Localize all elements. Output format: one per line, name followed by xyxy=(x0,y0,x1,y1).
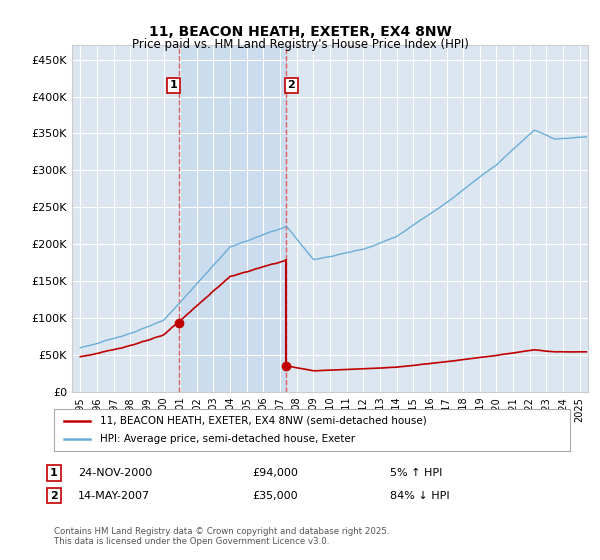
Text: £35,000: £35,000 xyxy=(252,491,298,501)
Text: 2: 2 xyxy=(50,491,58,501)
Text: Price paid vs. HM Land Registry's House Price Index (HPI): Price paid vs. HM Land Registry's House … xyxy=(131,38,469,51)
Text: Contains HM Land Registry data © Crown copyright and database right 2025.
This d: Contains HM Land Registry data © Crown c… xyxy=(54,526,389,546)
Bar xyxy=(179,45,286,392)
Text: 5% ↑ HPI: 5% ↑ HPI xyxy=(390,468,442,478)
Text: 1: 1 xyxy=(170,81,178,90)
Text: 14-MAY-2007: 14-MAY-2007 xyxy=(78,491,150,501)
Text: 1: 1 xyxy=(50,468,58,478)
Text: 11, BEACON HEATH, EXETER, EX4 8NW: 11, BEACON HEATH, EXETER, EX4 8NW xyxy=(149,25,451,39)
Text: 84% ↓ HPI: 84% ↓ HPI xyxy=(390,491,449,501)
Text: £94,000: £94,000 xyxy=(252,468,298,478)
Text: 24-NOV-2000: 24-NOV-2000 xyxy=(78,468,152,478)
Text: 11, BEACON HEATH, EXETER, EX4 8NW (semi-detached house): 11, BEACON HEATH, EXETER, EX4 8NW (semi-… xyxy=(100,416,427,426)
Text: HPI: Average price, semi-detached house, Exeter: HPI: Average price, semi-detached house,… xyxy=(100,434,356,444)
Text: 2: 2 xyxy=(287,81,295,90)
